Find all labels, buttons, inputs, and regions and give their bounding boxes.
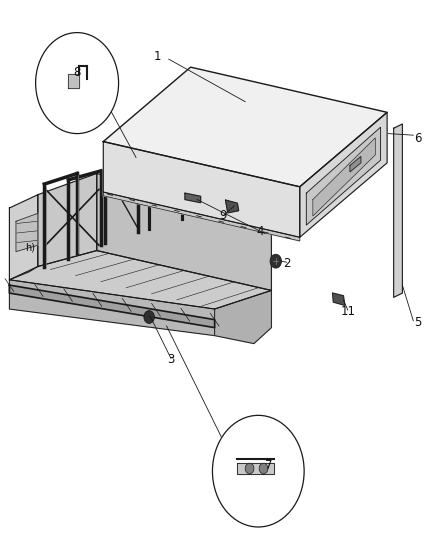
Text: 11: 11 <box>340 305 355 318</box>
Text: 9: 9 <box>219 209 227 222</box>
Polygon shape <box>300 112 387 237</box>
Text: 4: 4 <box>257 225 264 238</box>
Polygon shape <box>68 74 79 88</box>
Text: h): h) <box>25 243 35 253</box>
Polygon shape <box>394 124 403 297</box>
Polygon shape <box>10 280 215 336</box>
Circle shape <box>245 463 254 474</box>
Text: 3: 3 <box>167 353 175 366</box>
Text: 6: 6 <box>414 132 421 146</box>
Text: 7: 7 <box>265 459 273 472</box>
Polygon shape <box>185 193 201 203</box>
Polygon shape <box>10 285 215 328</box>
Circle shape <box>212 415 304 527</box>
Polygon shape <box>97 173 272 290</box>
Text: 1: 1 <box>154 50 162 63</box>
Polygon shape <box>306 127 381 225</box>
Polygon shape <box>332 293 345 305</box>
Polygon shape <box>16 213 38 252</box>
Text: 5: 5 <box>414 316 421 329</box>
Polygon shape <box>10 251 272 309</box>
Polygon shape <box>103 142 300 237</box>
Polygon shape <box>226 200 239 213</box>
Circle shape <box>270 254 282 268</box>
Circle shape <box>144 311 154 324</box>
Polygon shape <box>237 463 274 474</box>
Polygon shape <box>350 157 361 172</box>
Polygon shape <box>10 195 38 280</box>
Text: 8: 8 <box>74 66 81 79</box>
Circle shape <box>259 463 268 474</box>
Polygon shape <box>313 138 375 216</box>
Circle shape <box>35 33 119 134</box>
Polygon shape <box>38 173 97 266</box>
Polygon shape <box>103 192 300 241</box>
Text: 2: 2 <box>283 257 290 270</box>
Polygon shape <box>215 290 272 344</box>
Polygon shape <box>103 67 387 187</box>
